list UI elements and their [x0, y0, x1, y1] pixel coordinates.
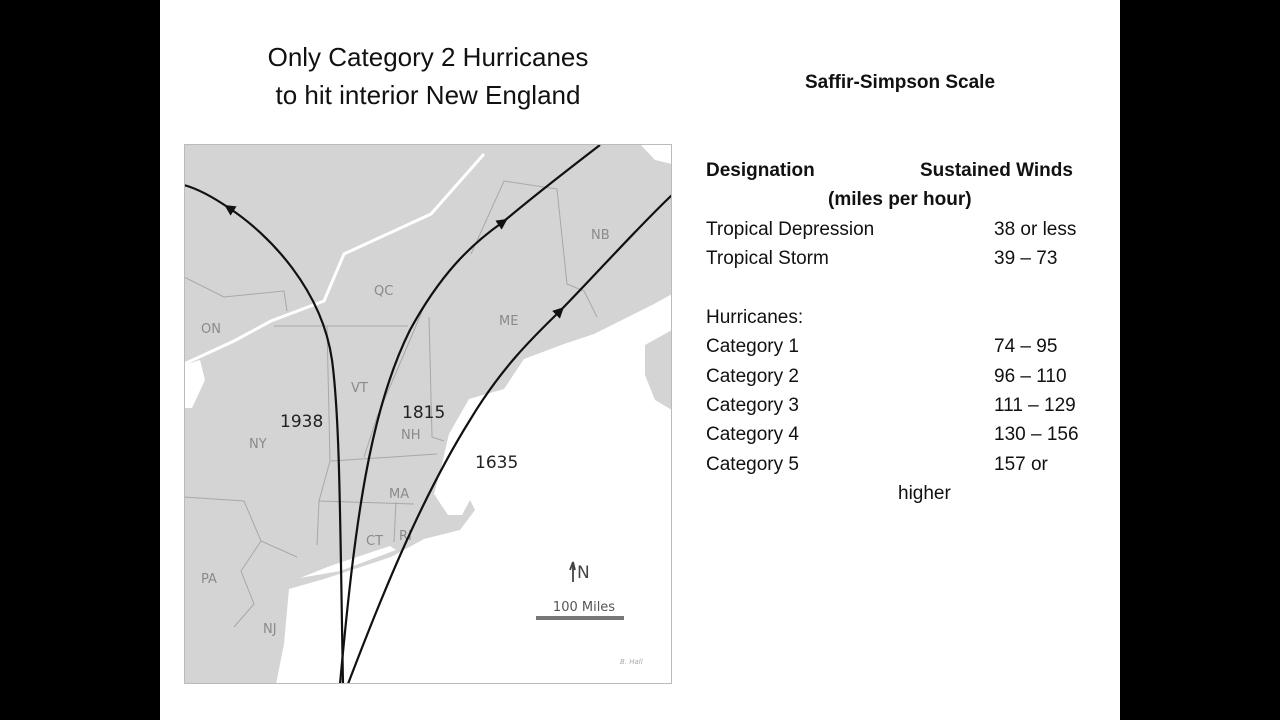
- label-ri: RI: [399, 529, 412, 544]
- track-1938: [224, 204, 345, 684]
- label-me: ME: [499, 314, 518, 329]
- track-1938-extension: [184, 183, 230, 209]
- label-nh: NH: [401, 428, 421, 443]
- nova-scotia: [645, 330, 672, 410]
- header-designation: Designation: [706, 160, 815, 181]
- map-credit: B. Hall: [620, 658, 643, 666]
- row-winds: 130 – 156: [994, 424, 1079, 445]
- hurricane-track-map: ON QC NB ME VT NH NY MA CT RI PA NJ 1938…: [184, 144, 672, 684]
- hurricanes-label: Hurricanes:: [706, 307, 804, 328]
- row-designation: Category 3: [706, 395, 799, 416]
- label-on: ON: [201, 322, 221, 337]
- row-designation: Tropical Storm: [706, 248, 829, 269]
- st-lawrence-river: [184, 153, 486, 366]
- row-winds: 157 or: [994, 454, 1048, 475]
- north-arrow-icon: [569, 561, 576, 582]
- label-nb: NB: [591, 228, 610, 243]
- track-label-1635: 1635: [475, 453, 518, 473]
- scale-bar-label: 100 Miles: [553, 600, 615, 615]
- label-nj: NJ: [263, 622, 277, 637]
- lake-ontario: [184, 360, 205, 408]
- header-winds: Sustained Winds: [920, 160, 1073, 181]
- label-ny: NY: [249, 437, 267, 452]
- row-winds: 38 or less: [994, 219, 1077, 240]
- long-island-sound: [300, 546, 396, 578]
- ocean: [276, 294, 672, 684]
- label-ct: CT: [366, 534, 383, 549]
- row-designation: Category 4: [706, 424, 799, 445]
- label-ma: MA: [389, 487, 409, 502]
- row-designation: Category 1: [706, 336, 799, 357]
- north-arrow: N: [569, 561, 590, 583]
- row-designation: Category 2: [706, 366, 799, 387]
- title-line-2: to hit interior New England: [275, 80, 581, 110]
- slide-title: Only Category 2 Hurricanes to hit interi…: [200, 38, 656, 114]
- row-winds-overflow: higher: [898, 483, 951, 504]
- map-frame: [184, 144, 672, 684]
- north-label: N: [577, 563, 590, 583]
- row-winds: 74 – 95: [994, 336, 1058, 357]
- track-1635: [346, 307, 564, 684]
- row-winds: 111 – 129: [994, 395, 1076, 416]
- row-winds: 39 – 73: [994, 248, 1058, 269]
- label-vt: VT: [351, 381, 368, 396]
- row-designation: Tropical Depression: [706, 219, 875, 240]
- row-designation: Category 5: [706, 454, 799, 475]
- track-1815: [338, 218, 508, 684]
- track-label-1815: 1815: [402, 403, 445, 423]
- scale-title: Saffir-Simpson Scale: [804, 72, 996, 93]
- track-1635-extension: [559, 194, 672, 312]
- title-line-1: Only Category 2 Hurricanes: [267, 42, 589, 72]
- row-winds: 96 – 110: [994, 366, 1067, 387]
- borders: [184, 180, 598, 628]
- label-pa: PA: [201, 572, 217, 587]
- scale-bar: [536, 616, 624, 620]
- header-units: (miles per hour): [828, 189, 972, 210]
- track-label-1938: 1938: [280, 412, 323, 432]
- label-qc: QC: [374, 284, 393, 299]
- gulf-st-lawrence: [640, 144, 672, 164]
- track-1815-extension: [502, 144, 601, 223]
